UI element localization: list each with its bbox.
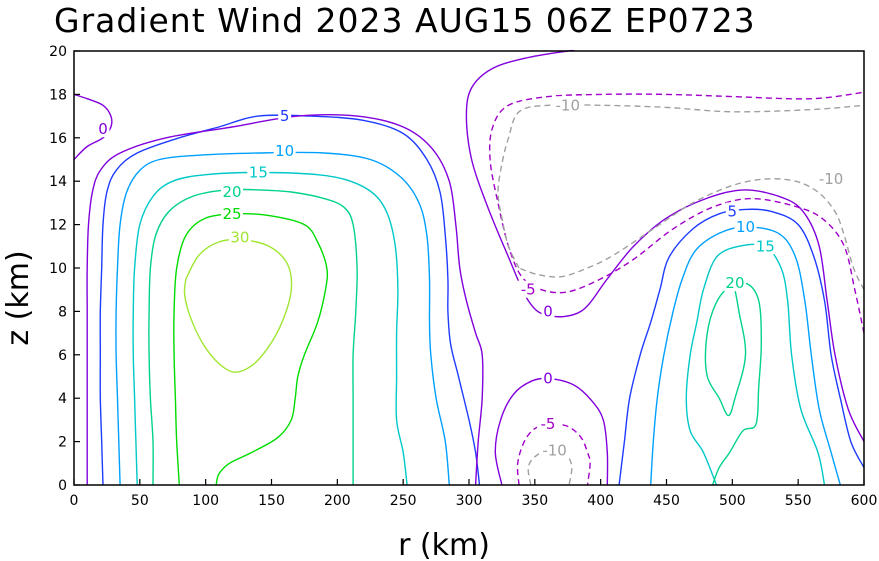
contour-line-5 [618, 208, 865, 486]
x-tick-label: 250 [390, 493, 417, 509]
contour-line-neg10 [518, 178, 865, 291]
contour-label: 25 [222, 205, 241, 223]
contour-label: 0 [543, 370, 553, 388]
y-tick-label: 18 [49, 87, 67, 103]
contour-line-neg5 [516, 423, 591, 486]
chart-title: Gradient Wind 2023 AUG15 06Z EP0723 [54, 1, 756, 40]
x-tick-label: 0 [70, 493, 79, 509]
contour-line-20 [148, 188, 358, 486]
y-tick-label: 6 [58, 348, 67, 364]
contour-line-0 [465, 49, 865, 442]
contour-label-background [539, 441, 571, 459]
contour-label: 5 [280, 107, 290, 125]
contour-label: 20 [725, 274, 744, 292]
contour-line-0 [73, 93, 113, 160]
contour-label-background [754, 237, 777, 255]
contour-label-background [517, 280, 540, 298]
contour-label: -5 [541, 415, 556, 433]
x-tick-label: 550 [785, 493, 812, 509]
contour-label-background [734, 217, 757, 235]
contour-label-background [221, 183, 243, 201]
x-tick-label: 150 [258, 493, 285, 509]
x-tick-label: 350 [521, 493, 548, 509]
y-tick-label: 4 [58, 391, 67, 407]
contour-line-neg10 [497, 104, 865, 269]
contour-label: 15 [249, 164, 268, 182]
contour-line-10 [650, 226, 841, 486]
contour-lines [73, 49, 865, 486]
y-tick-label: 0 [58, 478, 67, 494]
y-tick-label: 10 [49, 261, 67, 277]
contour-label: -10 [542, 441, 567, 459]
contour-label: 0 [98, 120, 108, 138]
contour-label: 15 [756, 237, 775, 255]
contour-label: -10 [556, 96, 581, 114]
axis-ticks: 0 50 100 150 200 250 300 350 400 450 500 550 6000246… [49, 44, 877, 509]
contour-label-background [541, 369, 555, 387]
contour-label-background [815, 170, 847, 188]
x-tick-label: 450 [653, 493, 680, 509]
contour-label-background [278, 107, 292, 125]
contour-label: 30 [230, 229, 249, 247]
contour-line-25 [173, 213, 329, 486]
y-tick-label: 8 [58, 304, 67, 320]
y-tick-label: 14 [49, 174, 67, 190]
x-tick-label: 500 [719, 493, 746, 509]
contour-label-background [537, 415, 559, 433]
contour-label: 10 [275, 142, 294, 160]
contour-label-background [247, 163, 270, 181]
contour-label: -5 [521, 281, 536, 299]
contour-label: 5 [728, 203, 738, 221]
contour-label: 20 [222, 183, 241, 201]
contour-label: 10 [736, 218, 755, 236]
x-tick-label: 50 [131, 493, 149, 509]
contour-line-0 [86, 114, 484, 486]
x-tick-label: 100 [192, 493, 219, 509]
contour-label-background [228, 228, 251, 246]
y-tick-label: 16 [49, 131, 67, 147]
contour-label-background [273, 141, 296, 159]
contour-line-20 [704, 282, 763, 486]
contour-line-30 [183, 238, 293, 373]
contour-label-background [725, 202, 739, 220]
y-tick-label: 20 [49, 44, 67, 60]
contour-line-15 [685, 243, 826, 486]
contour-label-background [552, 96, 584, 114]
contour-line-10 [115, 151, 450, 486]
y-axis-title: z (km) [1, 250, 36, 345]
contour-label: -10 [819, 170, 844, 188]
contour-label-background [96, 120, 110, 138]
contour-label-background [723, 274, 746, 292]
contour-label: 0 [543, 302, 553, 320]
contour-label-background [541, 302, 555, 320]
contour-line-15 [132, 171, 408, 486]
x-axis-title: r (km) [398, 528, 490, 561]
x-tick-label: 400 [587, 493, 614, 509]
x-tick-label: 600 [851, 493, 878, 509]
y-tick-label: 2 [58, 435, 67, 451]
contour-label-background [221, 204, 243, 222]
x-tick-label: 200 [324, 493, 351, 509]
y-tick-label: 12 [49, 218, 67, 234]
x-tick-label: 300 [456, 493, 483, 509]
